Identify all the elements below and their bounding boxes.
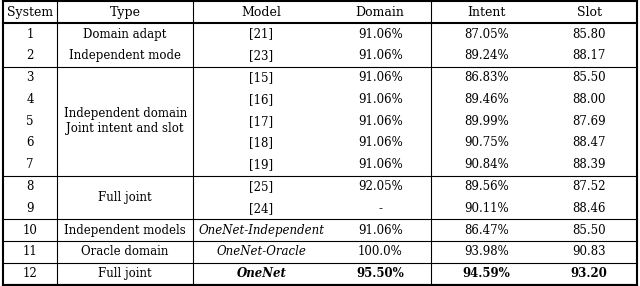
Text: Full joint: Full joint bbox=[99, 191, 152, 204]
Text: Oracle domain: Oracle domain bbox=[81, 245, 169, 258]
Text: 4: 4 bbox=[26, 93, 34, 106]
Text: 2: 2 bbox=[26, 49, 34, 62]
Text: OneNet-Independent: OneNet-Independent bbox=[198, 224, 324, 237]
Text: Intent: Intent bbox=[467, 6, 506, 19]
Text: 91.06%: 91.06% bbox=[358, 28, 403, 41]
Text: [25]: [25] bbox=[250, 180, 273, 193]
Text: 91.06%: 91.06% bbox=[358, 115, 403, 128]
Text: 100.0%: 100.0% bbox=[358, 245, 403, 258]
Text: OneNet-Oracle: OneNet-Oracle bbox=[216, 245, 307, 258]
Text: 91.06%: 91.06% bbox=[358, 93, 403, 106]
Text: 90.84%: 90.84% bbox=[464, 158, 509, 171]
Text: 90.83: 90.83 bbox=[572, 245, 606, 258]
Text: OneNet: OneNet bbox=[236, 267, 286, 280]
Text: 90.75%: 90.75% bbox=[464, 136, 509, 150]
Text: 85.80: 85.80 bbox=[573, 28, 606, 41]
Text: 88.00: 88.00 bbox=[573, 93, 606, 106]
Text: 3: 3 bbox=[26, 71, 34, 84]
Text: 91.06%: 91.06% bbox=[358, 224, 403, 237]
Text: 11: 11 bbox=[23, 245, 38, 258]
Text: 89.99%: 89.99% bbox=[464, 115, 509, 128]
Text: 10: 10 bbox=[22, 224, 38, 237]
Text: 94.59%: 94.59% bbox=[463, 267, 510, 280]
Text: [17]: [17] bbox=[250, 115, 273, 128]
Text: [18]: [18] bbox=[250, 136, 273, 150]
Text: 89.46%: 89.46% bbox=[464, 93, 509, 106]
Text: 87.52: 87.52 bbox=[573, 180, 606, 193]
Text: 85.50: 85.50 bbox=[572, 71, 606, 84]
Text: 91.06%: 91.06% bbox=[358, 71, 403, 84]
Text: 86.47%: 86.47% bbox=[464, 224, 509, 237]
Text: 9: 9 bbox=[26, 202, 34, 215]
Text: Type: Type bbox=[109, 6, 141, 19]
Text: Independent domain
Joint intent and slot: Independent domain Joint intent and slot bbox=[63, 107, 187, 135]
Text: 8: 8 bbox=[26, 180, 34, 193]
Text: 93.98%: 93.98% bbox=[464, 245, 509, 258]
Text: 88.46: 88.46 bbox=[573, 202, 606, 215]
Text: 91.06%: 91.06% bbox=[358, 49, 403, 62]
Text: 6: 6 bbox=[26, 136, 34, 150]
Text: 1: 1 bbox=[26, 28, 34, 41]
Text: 12: 12 bbox=[23, 267, 38, 280]
Text: 89.24%: 89.24% bbox=[464, 49, 509, 62]
Text: 88.47: 88.47 bbox=[573, 136, 606, 150]
Text: 90.11%: 90.11% bbox=[464, 202, 509, 215]
Text: 91.06%: 91.06% bbox=[358, 158, 403, 171]
Text: 91.06%: 91.06% bbox=[358, 136, 403, 150]
Text: 7: 7 bbox=[26, 158, 34, 171]
Text: Domain adapt: Domain adapt bbox=[83, 28, 167, 41]
Text: 86.83%: 86.83% bbox=[464, 71, 509, 84]
Text: 92.05%: 92.05% bbox=[358, 180, 403, 193]
Text: -: - bbox=[378, 202, 382, 215]
Text: 85.50: 85.50 bbox=[572, 224, 606, 237]
Text: 95.50%: 95.50% bbox=[356, 267, 404, 280]
Text: Independent models: Independent models bbox=[64, 224, 186, 237]
Text: Model: Model bbox=[241, 6, 282, 19]
Text: 87.69: 87.69 bbox=[572, 115, 606, 128]
Text: [19]: [19] bbox=[250, 158, 273, 171]
Text: Full joint: Full joint bbox=[99, 267, 152, 280]
Text: 93.20: 93.20 bbox=[571, 267, 608, 280]
Text: 88.39: 88.39 bbox=[573, 158, 606, 171]
Text: [16]: [16] bbox=[250, 93, 273, 106]
Text: 87.05%: 87.05% bbox=[464, 28, 509, 41]
Text: [15]: [15] bbox=[250, 71, 273, 84]
Text: [24]: [24] bbox=[250, 202, 273, 215]
Text: Domain: Domain bbox=[356, 6, 404, 19]
Text: System: System bbox=[7, 6, 53, 19]
Text: [23]: [23] bbox=[250, 49, 273, 62]
Text: 88.17: 88.17 bbox=[573, 49, 606, 62]
Text: Slot: Slot bbox=[577, 6, 602, 19]
Text: Independent mode: Independent mode bbox=[69, 49, 181, 62]
Text: [21]: [21] bbox=[250, 28, 273, 41]
Text: 89.56%: 89.56% bbox=[464, 180, 509, 193]
Text: 5: 5 bbox=[26, 115, 34, 128]
